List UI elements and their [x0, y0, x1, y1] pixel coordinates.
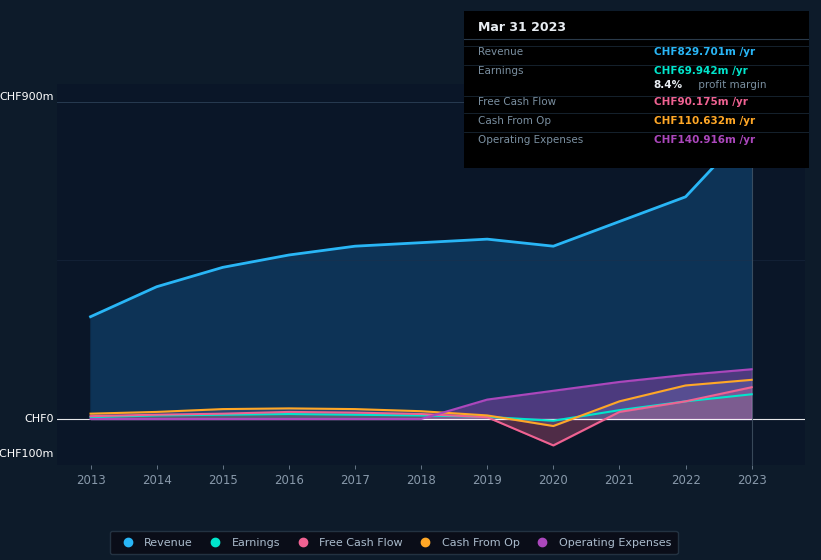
Text: Revenue: Revenue: [478, 47, 523, 57]
Text: CHF90.175m /yr: CHF90.175m /yr: [654, 97, 747, 107]
Text: Earnings: Earnings: [478, 66, 523, 76]
Text: Operating Expenses: Operating Expenses: [478, 135, 583, 145]
Text: CHF829.701m /yr: CHF829.701m /yr: [654, 47, 754, 57]
Text: CHF140.916m /yr: CHF140.916m /yr: [654, 135, 754, 145]
Text: Mar 31 2023: Mar 31 2023: [478, 21, 566, 34]
Text: Cash From Op: Cash From Op: [478, 116, 551, 126]
Text: -CHF100m: -CHF100m: [0, 449, 53, 459]
Text: CHF69.942m /yr: CHF69.942m /yr: [654, 66, 747, 76]
Text: CHF0: CHF0: [25, 414, 53, 424]
Text: CHF900m: CHF900m: [0, 92, 53, 101]
Text: CHF110.632m /yr: CHF110.632m /yr: [654, 116, 754, 126]
Text: Free Cash Flow: Free Cash Flow: [478, 97, 556, 107]
Legend: Revenue, Earnings, Free Cash Flow, Cash From Op, Operating Expenses: Revenue, Earnings, Free Cash Flow, Cash …: [110, 531, 677, 554]
Text: 8.4%: 8.4%: [654, 80, 682, 90]
Text: profit margin: profit margin: [695, 80, 766, 90]
